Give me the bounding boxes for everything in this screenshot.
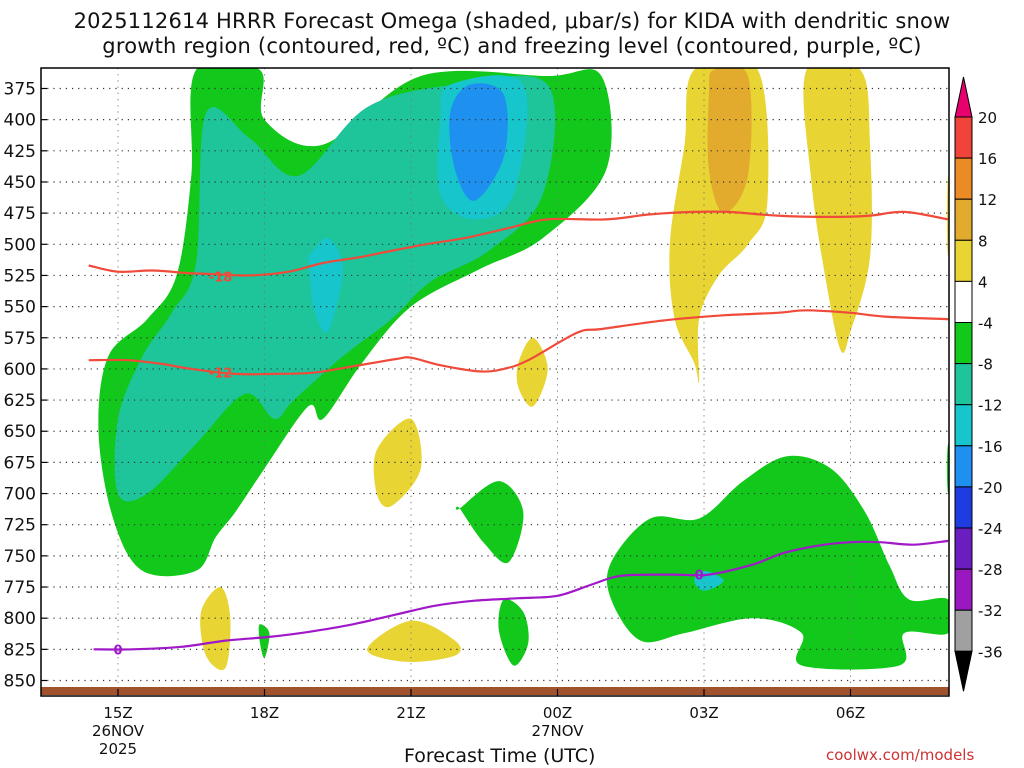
dgz-contour-label-1: -12 [209,367,233,382]
x-tick-label-5: 06Z [836,704,865,722]
dgz-contour-line-0 [88,210,949,277]
colorbar-bin-6 [954,363,973,406]
x-tick-date-3: 27NOV [531,722,584,740]
y-tick-label-11: 650 [4,422,36,442]
colorbar-label-13: -36 [978,643,1003,661]
y-tick-label-2: 425 [4,142,36,162]
colorbar-bin-3 [954,239,973,282]
colorbar-bin-4 [954,280,973,323]
x-tick-label-0: 15Z [103,704,132,722]
colorbar-bin-1 [954,157,973,200]
omega-region-17 [707,68,752,214]
omega-region-4 [258,624,270,659]
omega-region-11 [803,68,872,353]
x-axis-label: Forecast Time (UTC) [404,745,596,767]
colorbar-label-8: -16 [978,438,1003,456]
omega-region-15 [367,620,461,662]
y-tick-label-5: 500 [4,235,36,255]
colorbar-bin-9 [954,486,973,529]
dgz-contour-label-0: -18 [209,271,233,286]
y-tick-label-16: 775 [4,578,36,598]
y-tick-label-0: 375 [4,80,36,100]
y-tick-label-14: 725 [4,516,36,536]
y-tick-label-10: 625 [4,391,36,411]
x-tick-label-4: 03Z [689,704,718,722]
plot-frame [40,67,950,697]
colorbar-label-12: -32 [978,602,1003,620]
omega-region-13 [373,418,422,508]
colorbar-label-3: 8 [978,232,988,250]
x-tick-date-0: 26NOV [92,722,145,740]
colorbar-bottom-arrow [954,650,973,692]
y-tick-label-6: 525 [4,266,36,286]
y-axis: 375 400 425 450 475 500 525 550 575 600 625 650 675 7… [4,80,47,692]
x-tick-year-0: 2025 [99,740,137,758]
y-tick-label-4: 475 [4,204,36,224]
colorbar-bin-11 [954,568,973,611]
colorbar-top-arrow [954,76,973,118]
colorbar-label-0: 20 [978,109,997,127]
colorbar-label-5: -4 [978,315,993,333]
omega-region-2 [606,455,949,670]
freezing-contour-label-0: 0 [113,643,122,658]
y-tick-label-7: 550 [4,298,36,318]
omega-shading [98,68,949,671]
y-tick-label-1: 400 [4,111,36,131]
x-tick-label-3: 00Z [543,704,572,722]
dgz-contour-line-1 [88,309,949,376]
y-tick-label-8: 575 [4,329,36,349]
y-tick-label-18: 825 [4,640,36,660]
omega-region-14 [200,586,231,671]
omega-region-1 [455,481,524,564]
y-tick-label-17: 800 [4,609,36,629]
colorbar-bin-12 [954,609,973,652]
omega-region-3 [498,598,529,666]
colorbar-bin-7 [954,404,973,447]
y-tick-label-13: 700 [4,485,36,505]
y-tick-label-15: 750 [4,547,36,567]
colorbar-label-10: -24 [978,520,1003,538]
colorbar-label-6: -8 [978,356,993,374]
omega-region-12 [516,337,548,407]
colorbar-bin-5 [954,322,973,365]
colorbar-label-11: -28 [978,561,1003,579]
colorbar-bin-10 [954,527,973,570]
freezing-contour-line-0 [93,539,949,651]
omega-region-9 [449,83,508,201]
colorbar-bin-0 [954,116,973,159]
y-tick-label-12: 675 [4,453,36,473]
colorbar-label-7: -12 [978,397,1003,415]
colorbar: 20 16 12 8 4 -4 -8 -12 -16 -20 -24 -28 -32 -36 [954,76,1003,692]
colorbar-label-1: 16 [978,150,997,168]
grid-lines [41,68,949,696]
y-tick-label-3: 450 [4,173,36,193]
colorbar-label-4: 4 [978,273,988,291]
chart-title-line1: 2025112614 HRRR Forecast Omega (shaded, … [73,9,951,33]
y-tick-label-9: 600 [4,360,36,380]
colorbar-label-2: 12 [978,191,997,209]
x-tick-label-1: 18Z [250,704,279,722]
ground-strip [41,687,949,695]
y-tick-label-19: 850 [4,672,36,692]
colorbar-label-9: -20 [978,479,1003,497]
colorbar-bin-8 [954,445,973,488]
credit-link[interactable]: coolwx.com/models [826,746,975,764]
colorbar-bin-2 [954,198,973,241]
chart-title-line2: growth region (contoured, red, ºC) and f… [102,34,922,58]
x-tick-label-2: 21Z [396,704,425,722]
freezing-contour-label-1: 0 [695,569,704,584]
